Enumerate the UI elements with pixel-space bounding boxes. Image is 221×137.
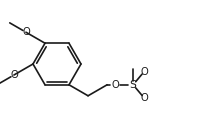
Text: S: S <box>130 80 137 90</box>
Text: O: O <box>111 80 119 90</box>
Text: O: O <box>140 67 148 77</box>
Text: O: O <box>10 70 18 80</box>
Text: O: O <box>22 27 30 37</box>
Text: O: O <box>140 93 148 103</box>
